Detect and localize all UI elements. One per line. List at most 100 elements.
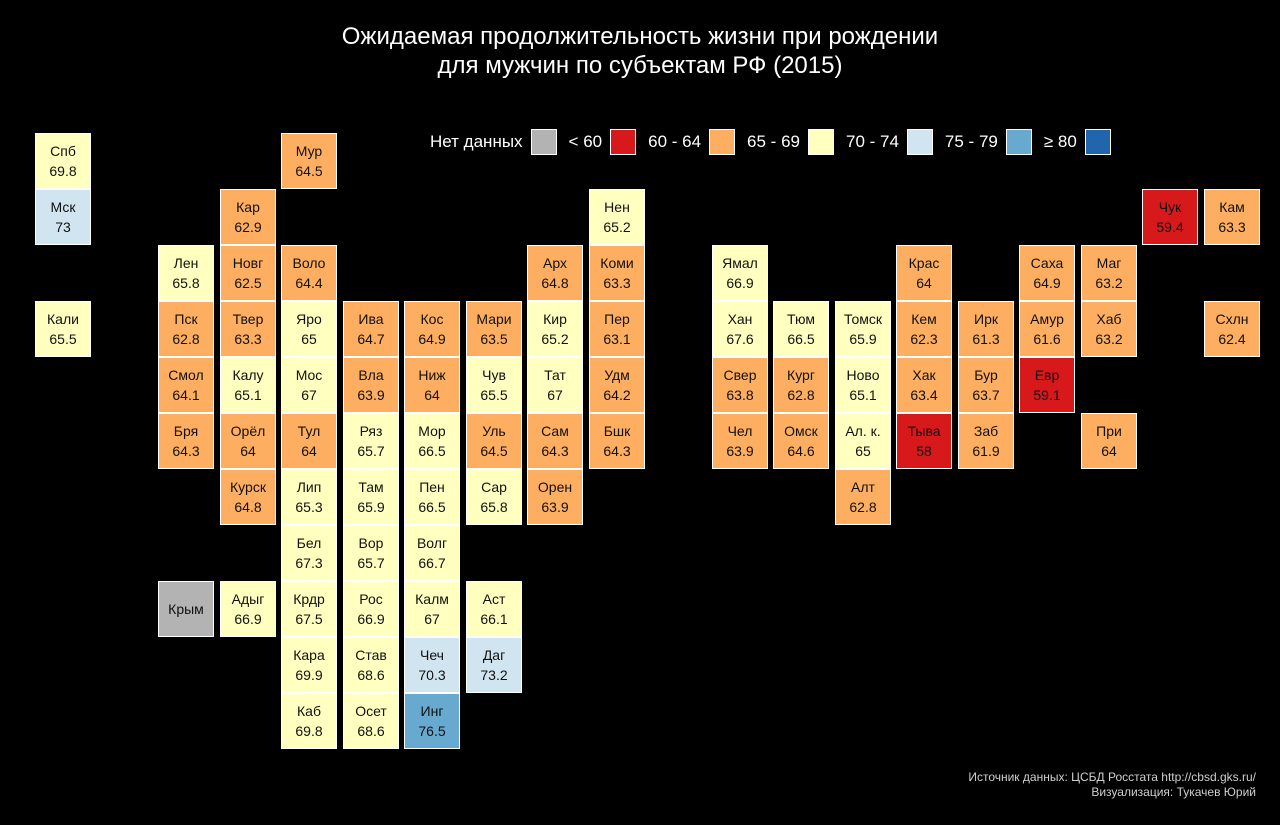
region-value: 62.8 xyxy=(172,331,200,347)
region-tile: Алт 62.8 xyxy=(835,469,891,525)
region-value: 66.9 xyxy=(234,611,262,627)
region-name: Крдр xyxy=(293,591,325,607)
region-tile: Тат 67 xyxy=(527,357,583,413)
region-value: 69.9 xyxy=(295,667,323,683)
region-tile: Рос 66.9 xyxy=(343,581,399,637)
region-name: Калу xyxy=(232,367,264,383)
region-name: Курск xyxy=(230,479,266,495)
region-tile: Яро 65 xyxy=(281,301,337,357)
region-value: 67 xyxy=(547,387,563,403)
region-name: При xyxy=(1096,423,1122,439)
region-value: 66.1 xyxy=(480,611,508,627)
region-tile: Томск 65.9 xyxy=(835,301,891,357)
region-tile: Сар 65.8 xyxy=(466,469,522,525)
region-name: Сам xyxy=(541,423,569,439)
region-tile: Схлн 62.4 xyxy=(1204,301,1260,357)
region-name: Ниж xyxy=(418,367,446,383)
region-name: Пск xyxy=(174,311,198,327)
region-tile: Кара 69.9 xyxy=(281,637,337,693)
region-name: Тул xyxy=(297,423,321,439)
region-tile: Кали 65.5 xyxy=(35,301,91,357)
region-value: 64.5 xyxy=(295,163,323,179)
legend-label: Нет данных xyxy=(430,132,523,151)
region-tile: Бшк 64.3 xyxy=(589,413,645,469)
region-name: Чув xyxy=(482,367,506,383)
region-name: Крас xyxy=(908,255,940,271)
region-value: 63.9 xyxy=(726,443,754,459)
region-name: Твер xyxy=(232,311,264,327)
region-value: 63.2 xyxy=(1095,331,1123,347)
region-tile: Курск 64.8 xyxy=(220,469,276,525)
region-tile: Каб 69.8 xyxy=(281,693,337,749)
region-name: Чел xyxy=(727,423,753,439)
region-name: Чеч xyxy=(420,647,444,663)
region-value: 62.4 xyxy=(1218,331,1246,347)
region-value: 66.5 xyxy=(418,443,446,459)
region-tile: Калу 65.1 xyxy=(220,357,276,413)
region-tile: Орёл 64 xyxy=(220,413,276,469)
region-tile: Крдр 67.5 xyxy=(281,581,337,637)
region-tile: Адыг 66.9 xyxy=(220,581,276,637)
region-name: Там xyxy=(358,479,384,495)
region-value: 66.9 xyxy=(357,611,385,627)
legend-swatch xyxy=(1005,129,1032,155)
region-tile: Смол 64.1 xyxy=(158,357,214,413)
region-value: 69.8 xyxy=(295,723,323,739)
region-value: 64.6 xyxy=(787,443,815,459)
region-name: Мор xyxy=(418,423,446,439)
region-name: Аст xyxy=(482,591,506,607)
region-value: 67.6 xyxy=(726,331,754,347)
region-name: Ива xyxy=(358,311,384,327)
legend-swatch xyxy=(906,129,933,155)
region-name: Удм xyxy=(604,367,630,383)
region-tile: Пск 62.8 xyxy=(158,301,214,357)
region-value: 63.1 xyxy=(603,331,631,347)
region-tile: Бря 64.3 xyxy=(158,413,214,469)
region-name: Тыва xyxy=(907,423,941,439)
region-tile: Крас 64 xyxy=(896,245,952,301)
region-value: 65.2 xyxy=(541,331,569,347)
region-name: Сар xyxy=(481,479,507,495)
region-tile: Тул 64 xyxy=(281,413,337,469)
region-name: Кос xyxy=(420,311,444,327)
region-name: Мур xyxy=(295,143,323,159)
region-name: Лип xyxy=(296,479,322,495)
region-value: 68.6 xyxy=(357,723,385,739)
region-value: 62.8 xyxy=(787,387,815,403)
region-value: 63.5 xyxy=(480,331,508,347)
region-tile: При 64 xyxy=(1081,413,1137,469)
region-name: Спб xyxy=(50,143,76,159)
region-value: 63.2 xyxy=(1095,275,1123,291)
region-value: 61.3 xyxy=(972,331,1000,347)
region-tile: Тюм 66.5 xyxy=(773,301,829,357)
region-value: 65.5 xyxy=(480,387,508,403)
region-tile: Саха 64.9 xyxy=(1019,245,1075,301)
region-value: 64.8 xyxy=(541,275,569,291)
legend-swatch xyxy=(807,129,834,155)
region-value: 64.4 xyxy=(295,275,323,291)
region-tile: Чел 63.9 xyxy=(712,413,768,469)
region-tile: Ново 65.1 xyxy=(835,357,891,413)
region-tile: Амур 61.6 xyxy=(1019,301,1075,357)
region-value: 64.9 xyxy=(1033,275,1061,291)
region-value: 67 xyxy=(424,611,440,627)
region-name: Хак xyxy=(912,367,936,383)
region-tile: Чув 65.5 xyxy=(466,357,522,413)
legend-label: 70 - 74 xyxy=(845,132,899,151)
region-tile: Нен 65.2 xyxy=(589,189,645,245)
region-tile: Новг 62.5 xyxy=(220,245,276,301)
region-name: Адыг xyxy=(231,591,265,607)
region-value: 63.8 xyxy=(726,387,754,403)
region-name: Кир xyxy=(543,311,567,327)
region-value: 63.3 xyxy=(234,331,262,347)
region-tile: Ряз 65.7 xyxy=(343,413,399,469)
region-name: Омск xyxy=(784,423,818,439)
region-value: 64.3 xyxy=(172,443,200,459)
region-tile: Чук 59.4 xyxy=(1142,189,1198,245)
region-value: 59.4 xyxy=(1156,219,1184,235)
region-value: 64 xyxy=(240,443,256,459)
region-name: Ирк xyxy=(974,311,998,327)
region-value: 63.3 xyxy=(1218,219,1246,235)
region-tile: Омск 64.6 xyxy=(773,413,829,469)
region-tile: Маг 63.2 xyxy=(1081,245,1137,301)
